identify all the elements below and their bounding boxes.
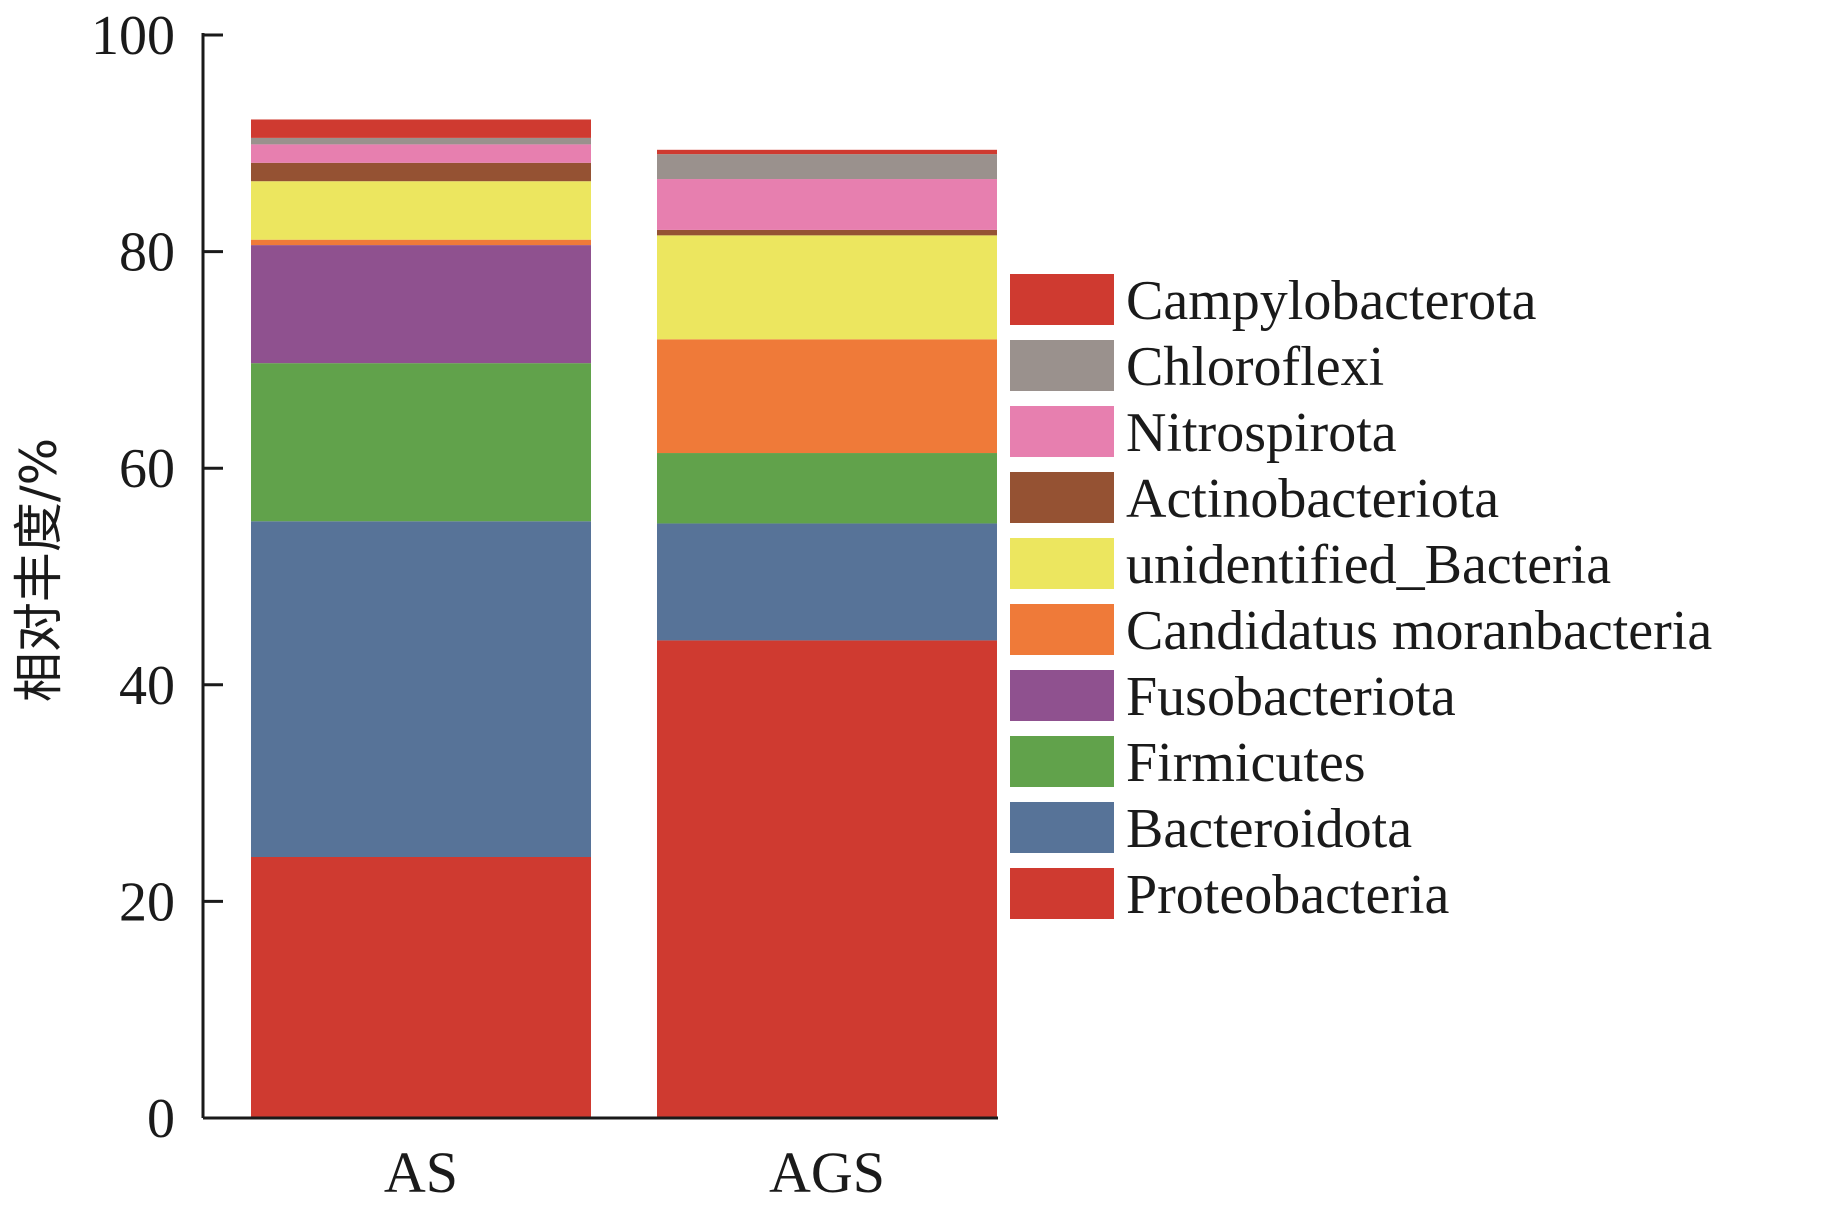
y-axis-title: 相对丰度/% (10, 438, 68, 702)
legend-swatch-unidentified-bacteria (1010, 538, 1114, 589)
axes-group: 0 20 40 60 80 100 AS AGS 相对丰度/% (10, 5, 998, 1205)
bar-segment-as-3 (251, 245, 591, 364)
bar-segment-ags-1 (657, 523, 997, 641)
bar-segment-ags-2 (657, 453, 997, 524)
bar-segment-as-0 (251, 856, 591, 1118)
legend-label-firmicutes: Firmicutes (1126, 732, 1366, 794)
y-tick-label-20: 20 (119, 871, 175, 933)
legend-swatch-nitrospirota (1010, 406, 1114, 457)
bar-segment-ags-4 (657, 339, 997, 454)
legend-swatch-candidatus-moranbacteria (1010, 604, 1114, 655)
bars-group (251, 119, 997, 1118)
legend-label-bacteroidota: Bacteroidota (1126, 798, 1412, 860)
x-category-label-ags: AGS (769, 1140, 885, 1205)
legend-swatch-bacteroidota (1010, 802, 1114, 853)
bar-segment-as-8 (251, 137, 591, 145)
legend-label-nitrospirota: Nitrospirota (1126, 402, 1397, 464)
bar-segment-ags-6 (657, 229, 997, 236)
bar-segment-as-2 (251, 363, 591, 522)
legend-label-proteobacteria: Proteobacteria (1126, 864, 1450, 926)
bar-segment-ags-8 (657, 154, 997, 180)
legend: CampylobacterotaChloroflexiNitrospirotaA… (1010, 270, 1712, 926)
bar-segment-ags-7 (657, 179, 997, 230)
legend-swatch-campylobacterota (1010, 274, 1114, 325)
legend-swatch-chloroflexi (1010, 340, 1114, 391)
legend-swatch-actinobacteriota (1010, 472, 1114, 523)
legend-label-actinobacteriota: Actinobacteriota (1126, 468, 1499, 530)
legend-swatch-proteobacteria (1010, 868, 1114, 919)
y-tick-label-40: 40 (119, 655, 175, 717)
legend-label-unidentified-bacteria: unidentified_Bacteria (1126, 534, 1611, 596)
legend-label-candidatus-moranbacteria: Candidatus moranbacteria (1126, 600, 1712, 662)
y-tick-label-100: 100 (91, 5, 175, 67)
x-category-label-as: AS (384, 1140, 458, 1205)
y-tick-label-0: 0 (147, 1088, 175, 1150)
y-tick-label-60: 60 (119, 438, 175, 500)
legend-label-campylobacterota: Campylobacterota (1126, 270, 1537, 332)
bar-segment-ags-9 (657, 149, 997, 155)
bar-segment-as-6 (251, 162, 591, 182)
bar-segment-as-5 (251, 181, 591, 240)
bar-segment-as-1 (251, 521, 591, 857)
bar-segment-ags-5 (657, 235, 997, 340)
bar-segment-as-4 (251, 239, 591, 246)
legend-label-chloroflexi: Chloroflexi (1126, 336, 1384, 398)
bar-segment-as-9 (251, 119, 591, 138)
legend-swatch-fusobacteriota (1010, 670, 1114, 721)
bar-segment-ags-0 (657, 640, 997, 1118)
bar-segment-as-7 (251, 144, 591, 163)
legend-swatch-firmicutes (1010, 736, 1114, 787)
legend-label-fusobacteriota: Fusobacteriota (1126, 666, 1456, 728)
y-tick-label-80: 80 (119, 222, 175, 284)
